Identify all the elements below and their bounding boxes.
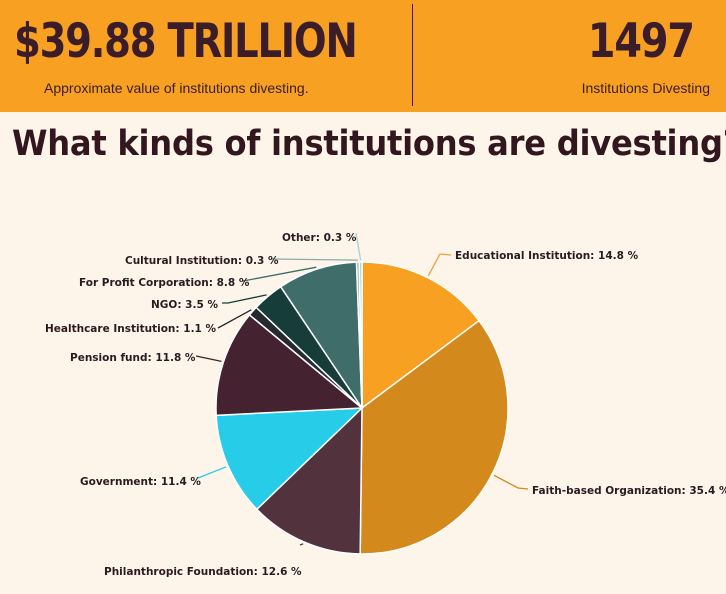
total-value-caption: Approximate value of institutions divest…: [44, 80, 309, 96]
leader-line-philanthropic-foundation: [299, 543, 304, 546]
leader-line-ngo: [222, 294, 267, 304]
pie-slice-for-profit-corporation: [279, 261, 363, 409]
institution-count-caption: Institutions Divesting: [581, 80, 710, 96]
page-title: What kinds of institutions are divesting…: [12, 124, 726, 164]
slice-label-other: Other: 0.3 %: [282, 232, 357, 244]
pie-slice-government: [215, 407, 363, 511]
leader-line-government: [197, 466, 227, 479]
leader-line-faith-based-organization: [493, 474, 529, 490]
slice-label-pension-fund: Pension fund: 11.8 %: [70, 352, 196, 364]
leader-line-pension-fund: [195, 355, 222, 363]
leader-line-for-profit-corporation: [242, 266, 317, 282]
pie-leader-lines: [195, 232, 529, 546]
slice-label-government: Government: 11.4 %: [80, 476, 201, 488]
pie-slices: [215, 261, 509, 555]
header-banner: $39.88 TRILLION Approximate value of ins…: [0, 0, 726, 112]
slice-label-cultural-institution: Cultural Institution: 0.3 %: [125, 255, 279, 267]
slice-label-educational-institution: Educational Institution: 14.8 %: [455, 250, 639, 262]
slice-label-for-profit-corporation: For Profit Corporation: 8.8 %: [79, 277, 250, 289]
pie-slice-philanthropic-foundation: [256, 407, 363, 555]
slice-label-healthcare-institution: Healthcare Institution: 1.1 %: [45, 323, 217, 335]
slice-label-faith-based-organization: Faith-based Organization: 35.4 %: [532, 485, 726, 497]
institution-count: 1497: [587, 14, 695, 69]
slice-label-philanthropic-foundation: Philanthropic Foundation: 12.6 %: [104, 566, 302, 578]
pie-slice-faith-based-organization: [359, 319, 509, 555]
pie-slice-pension-fund: [215, 314, 363, 417]
pie-slice-other: [358, 261, 363, 409]
leader-line-other: [355, 232, 362, 261]
total-value: $39.88 TRILLION: [14, 14, 358, 69]
slice-label-ngo: NGO: 3.5 %: [151, 299, 218, 311]
header-divider: [412, 4, 413, 106]
leader-line-educational-institution: [427, 253, 452, 277]
pie-slice-educational-institution: [361, 261, 480, 409]
leader-line-cultural-institution: [271, 258, 358, 261]
leader-line-healthcare-institution: [217, 309, 252, 329]
pie-labels: Educational Institution: 14.8 % Faith-bas…: [45, 232, 726, 578]
